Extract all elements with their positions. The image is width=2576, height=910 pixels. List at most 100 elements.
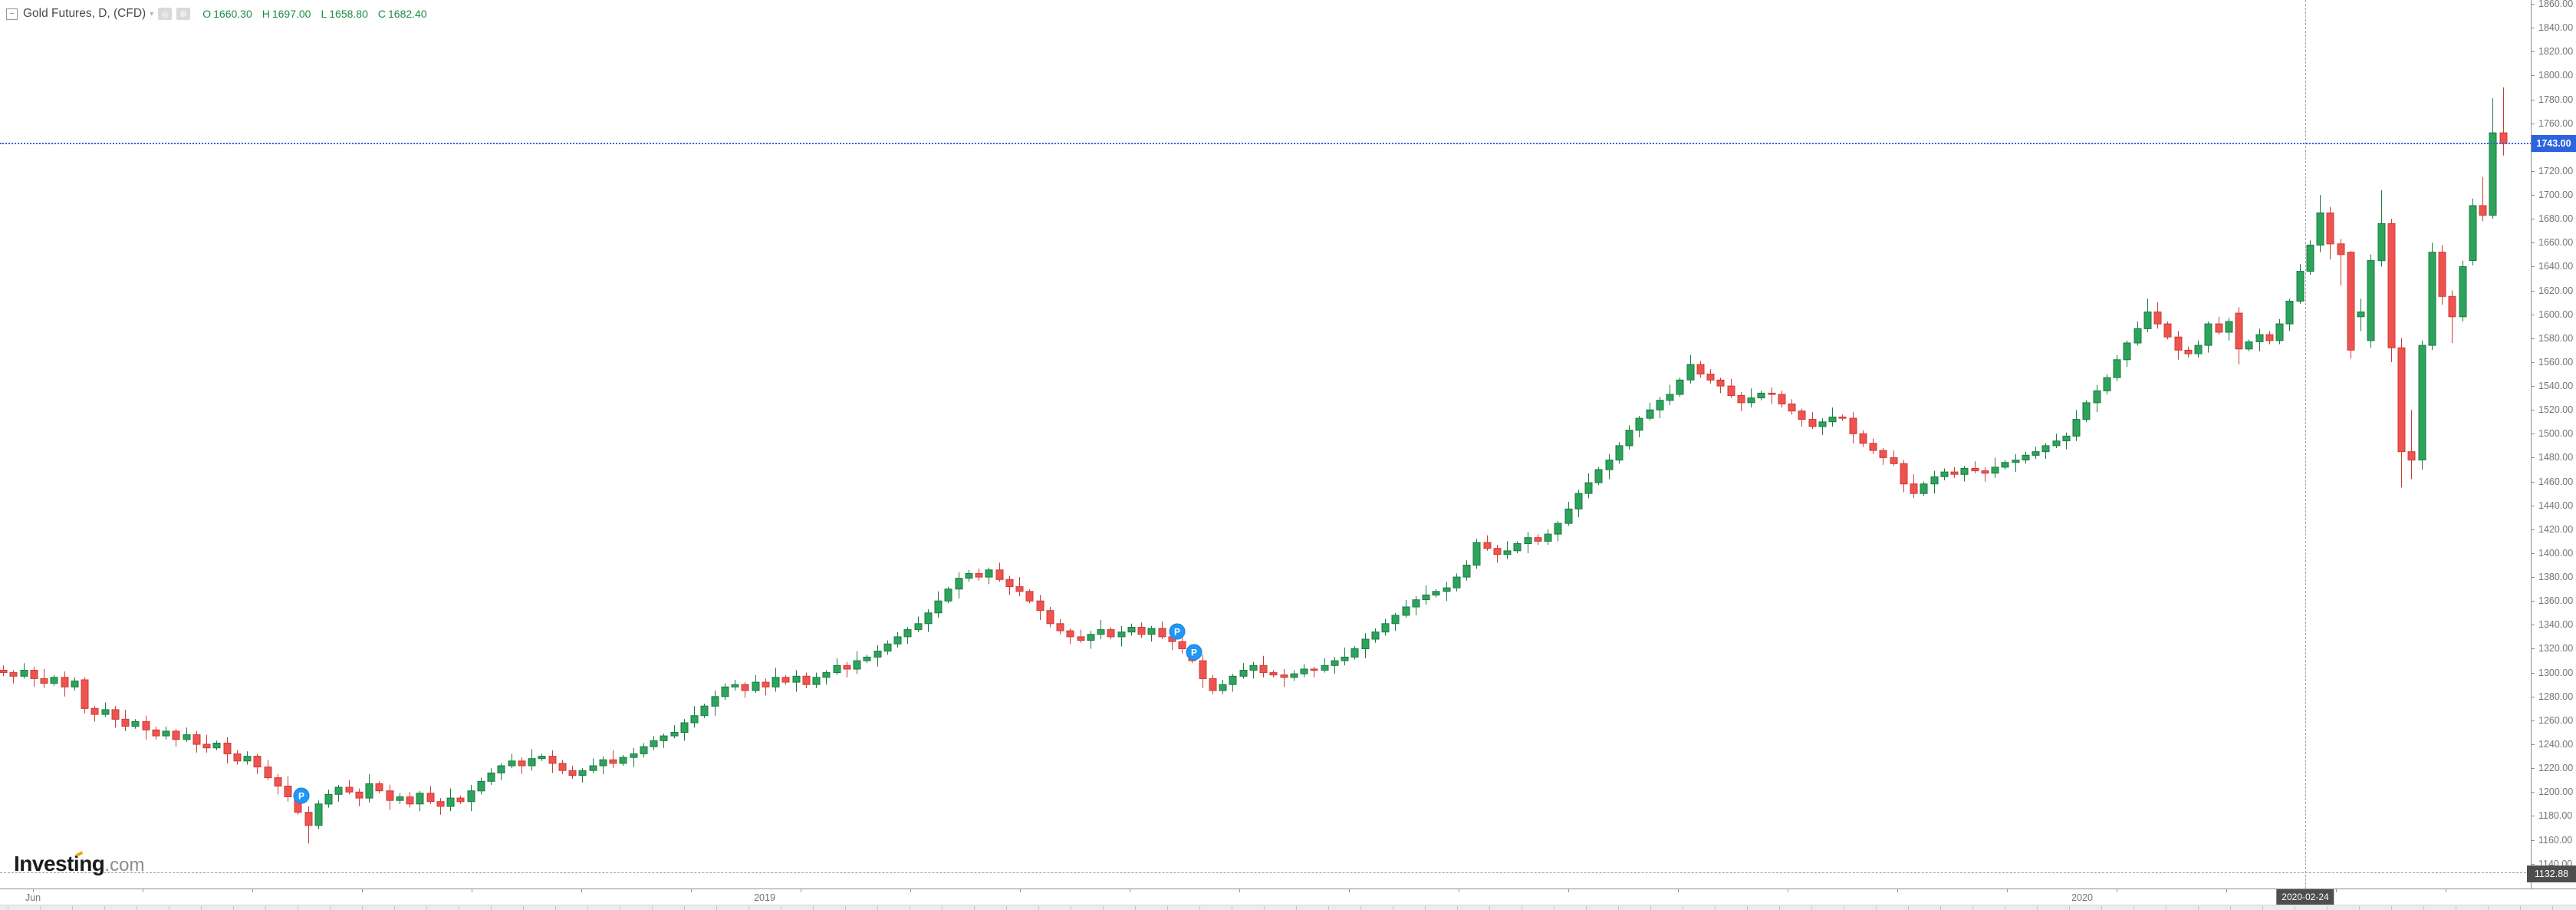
price-tick-label: 1840.00 [2538, 22, 2574, 33]
candle-body [183, 734, 191, 740]
candle-body [90, 707, 99, 715]
price-tick-label: 1400.00 [2538, 548, 2574, 559]
scrollbar-tick [1972, 906, 1973, 910]
candle-body [1849, 417, 1857, 434]
candle-body [741, 684, 749, 691]
candle-body [1940, 471, 1949, 477]
event-marker[interactable]: P [1169, 623, 1186, 640]
price-tick [2532, 744, 2535, 745]
candle-body [1229, 675, 1237, 685]
price-tick [2532, 51, 2535, 52]
baseline-dashed-line[interactable] [0, 872, 2576, 873]
candle-body [40, 678, 48, 684]
scrollbar-tick [1940, 906, 1941, 910]
time-axis[interactable]: 2020-02-24 Jun 2019 2020 [0, 889, 2576, 905]
scrollbar-tick [1006, 906, 1007, 910]
event-marker[interactable]: P [293, 787, 310, 804]
candle-body [1788, 403, 1796, 412]
candle-body [589, 765, 597, 771]
scrollbar-tick [2552, 906, 2553, 910]
scrollbar-tick [2101, 906, 2102, 910]
time-tick [2007, 889, 2008, 892]
price-tick-label: 1780.00 [2538, 94, 2574, 105]
event-marker[interactable]: P [1186, 644, 1202, 661]
candle-body [284, 786, 292, 797]
candle-body [396, 796, 404, 801]
price-tick [2532, 601, 2535, 602]
eye-icon[interactable]: ◎ [158, 8, 173, 20]
candle-body [355, 791, 364, 799]
scrollbar-tick [265, 906, 266, 910]
scrollbar-tick [813, 906, 814, 910]
price-tick-label: 1200.00 [2538, 786, 2574, 797]
candle-body [2001, 462, 2009, 468]
price-tick [2532, 75, 2535, 76]
price-tick-label: 1860.00 [2538, 0, 2574, 9]
price-axis[interactable]: 1860.00 1840.00 1820.00 1800.00 1780.00 1760.… [2531, 0, 2576, 889]
candle-body [2448, 295, 2456, 318]
scrollbar-tick [1618, 906, 1619, 910]
candle-body [1615, 445, 1624, 461]
scrollbar-tick [1650, 906, 1651, 910]
time-scrollbar-strip[interactable] [0, 905, 2576, 910]
candle-body [619, 757, 627, 764]
candle-body [985, 569, 993, 578]
time-tick-label: 2020 [2071, 892, 2093, 903]
scrollbar-tick [1908, 906, 1909, 910]
ohlc-pair: L 1658.80 [321, 8, 367, 20]
scrollbar-tick [362, 906, 363, 910]
candle-body [934, 600, 943, 614]
candle-body [2459, 265, 2467, 318]
candle-body [558, 763, 567, 771]
candle-body [2397, 347, 2406, 453]
price-tick [2532, 171, 2535, 172]
candle-body [71, 681, 79, 687]
time-tick [2336, 889, 2337, 892]
candlestick-canvas[interactable] [0, 0, 2532, 889]
gear-icon[interactable]: ⚙ [176, 8, 191, 20]
candle-body [812, 677, 821, 685]
candle-body [781, 677, 790, 683]
candle-body [721, 686, 729, 697]
candle-body [2489, 132, 2497, 216]
candle-body [243, 756, 252, 762]
candle-body [121, 718, 130, 727]
candle-body [1351, 648, 1359, 658]
scrollbar-tick [877, 906, 878, 910]
time-tick [1568, 889, 1569, 892]
collapse-panel-icon[interactable]: − [6, 8, 18, 20]
candle-body [883, 643, 892, 652]
candle-body [2062, 435, 2071, 442]
last-price-dotted-line[interactable] [0, 143, 2532, 144]
last-price-axis-label[interactable]: 1743.00 [2532, 135, 2576, 152]
scrollbar-tick [2037, 906, 2038, 910]
scrollbar-tick [1135, 906, 1136, 910]
scrollbar-tick [523, 906, 524, 910]
candle-body [365, 783, 373, 799]
highlighted-date-label: 2020-02-24 [2276, 889, 2334, 905]
candle-body [2032, 451, 2040, 456]
ohlc-value: 1658.80 [329, 8, 368, 20]
scrollbar-tick [104, 906, 105, 910]
price-tick [2532, 338, 2535, 339]
candle-body [1046, 610, 1054, 625]
scrollbar-tick [1489, 906, 1490, 910]
candle-body [2052, 440, 2061, 447]
scrollbar-tick [2262, 906, 2263, 910]
candle-body [2428, 252, 2436, 346]
candle-body [2113, 359, 2121, 378]
candle-body [711, 696, 719, 707]
candle-body [2194, 345, 2203, 354]
candle-body [1950, 471, 1959, 475]
candle-body [233, 753, 242, 762]
chevron-down-icon[interactable]: ▾ [150, 9, 154, 18]
candle-body [792, 675, 801, 683]
price-tick [2532, 457, 2535, 458]
price-tick [2532, 4, 2535, 5]
candle-body [1534, 537, 1542, 542]
scrollbar-tick [2488, 906, 2489, 910]
price-tick-label: 1820.00 [2538, 46, 2574, 57]
symbol-title[interactable]: Gold Futures, D, (CFD) [23, 7, 146, 20]
scrollbar-tick [40, 906, 41, 910]
